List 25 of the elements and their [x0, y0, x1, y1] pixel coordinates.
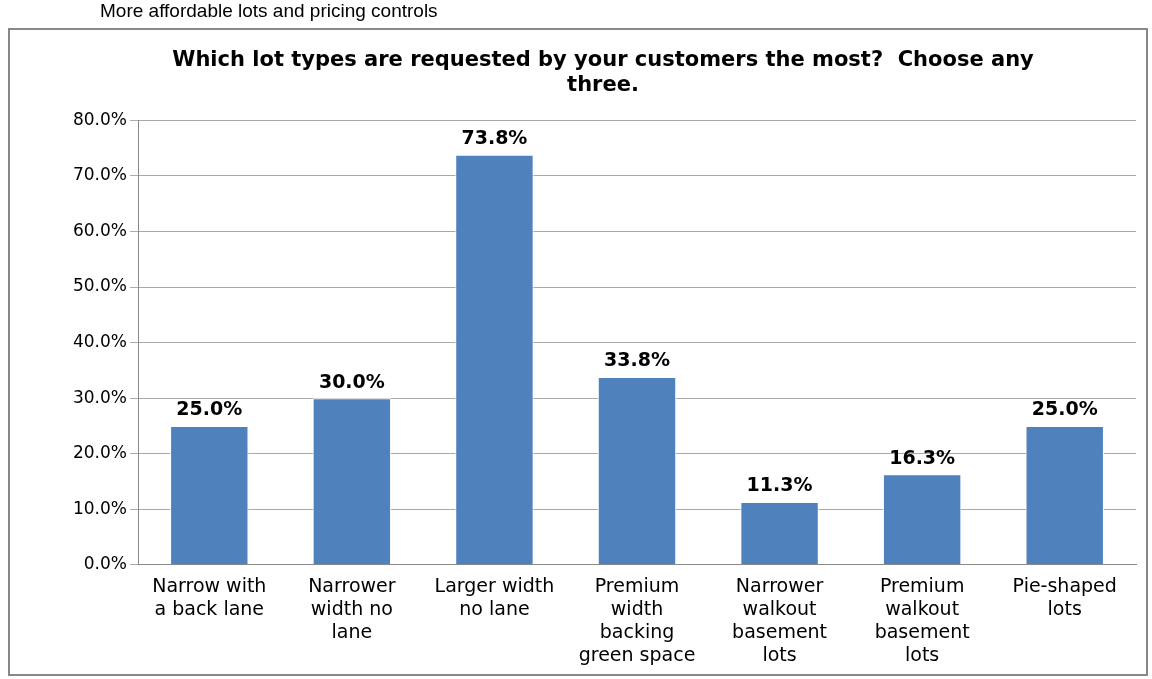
y-tick-label: 50.0%	[72, 275, 127, 296]
x-tick-label: Premium width backing green space	[578, 574, 696, 665]
text: More affordable lots and pricing controls	[100, 0, 438, 22]
x-tick-label: Narrower walkout basement lots	[732, 574, 828, 665]
data-label: 11.3%	[746, 473, 813, 496]
y-tick-label: 70.0%	[72, 164, 127, 185]
x-tick-label: Premium walkout basement lots	[874, 574, 970, 665]
y-tick-label: 30.0%	[72, 386, 127, 407]
data-label: 25.0%	[1031, 397, 1098, 420]
y-tick-label: 40.0%	[72, 331, 127, 352]
x-tick-label: Pie-shaped lots	[1012, 574, 1117, 619]
y-tick-label: 80.0%	[72, 108, 127, 129]
data-label: 16.3%	[889, 445, 956, 468]
x-tick-label: Larger width no lane	[434, 574, 555, 619]
data-label: 73.8%	[461, 126, 528, 149]
y-tick-label: 0.0%	[83, 553, 127, 574]
data-label: 30.0%	[318, 369, 385, 392]
data-label: 33.8%	[604, 348, 670, 371]
x-tick-label: Narrower width no lane	[308, 574, 396, 642]
y-tick-label: 60.0%	[72, 219, 127, 240]
data-label: 25.0%	[176, 397, 243, 420]
chart-title: Which lot types are requested by your customers the most? Choose any three.	[172, 47, 1035, 97]
y-tick-label: 10.0%	[72, 497, 127, 518]
y-tick-label: 20.0%	[72, 442, 127, 463]
x-tick-label: Narrow with a back lane	[152, 574, 267, 619]
